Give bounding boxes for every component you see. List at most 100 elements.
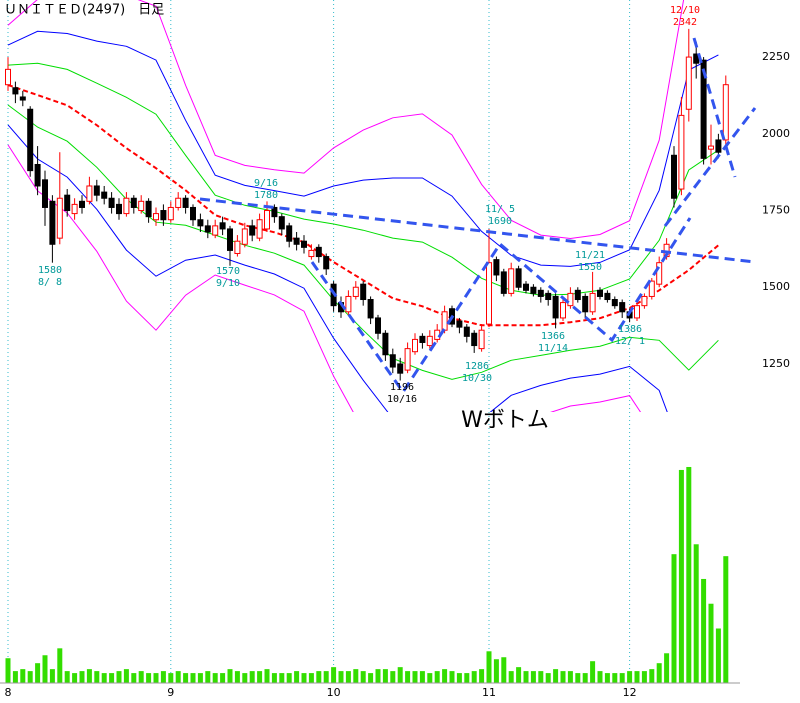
volume-bar [627, 671, 633, 683]
candle-body [560, 302, 566, 319]
y-tick-label: 1500 [762, 280, 790, 293]
volume-bar [723, 556, 729, 683]
candle-body [19, 96, 26, 101]
volume-bar [382, 669, 388, 683]
candle-body [463, 326, 470, 337]
volume-bar [368, 673, 374, 683]
volume-bar [434, 671, 440, 683]
candle-body [589, 292, 596, 313]
candle-body [426, 335, 433, 347]
price-annotation: 1690 [488, 216, 512, 227]
volume-bar [27, 671, 33, 683]
volume-bar [294, 671, 300, 683]
candle-body [153, 213, 159, 221]
volume-bar [678, 469, 684, 683]
volume-bar [493, 659, 499, 683]
volume-bar [286, 673, 292, 683]
y-tick-label: 1250 [762, 357, 790, 370]
volume-bar [397, 667, 403, 683]
candle-body [79, 200, 85, 208]
x-tick-label: 8 [5, 686, 12, 699]
volume-bar [234, 671, 240, 683]
candle-body [486, 262, 492, 325]
volume-bar [442, 669, 448, 683]
candle-body [582, 295, 589, 313]
volume-bar [345, 671, 351, 683]
candle-body [345, 295, 352, 313]
volume-bar [35, 663, 41, 683]
volume-bar [656, 663, 662, 683]
volume-bar [449, 671, 455, 683]
volume-bar [419, 671, 425, 683]
candle-body [286, 225, 293, 242]
x-tick-label: 10 [327, 686, 341, 699]
candle-body [419, 335, 426, 343]
volume-bar [486, 651, 492, 683]
band-line [7, 30, 719, 267]
volume-bar [257, 671, 263, 683]
price-annotation: 10/16 [387, 394, 417, 405]
volume-bar [197, 673, 203, 683]
volume-bar [471, 671, 477, 683]
candle-body [722, 84, 729, 141]
price-annotation: 1196 [390, 382, 414, 393]
volume-bar [619, 673, 625, 683]
volume-bar [604, 673, 610, 683]
volume-bar [116, 671, 122, 683]
candle-body [352, 286, 359, 297]
volume-bar [634, 671, 640, 683]
x-tick-label: 9 [167, 686, 174, 699]
candle-body [71, 203, 78, 215]
candle-body [685, 56, 692, 110]
volume-bar [109, 673, 115, 683]
volume-bar [86, 669, 92, 683]
candle-body [604, 292, 611, 301]
band-line [7, 124, 668, 412]
price-annotation: 1780 [254, 190, 278, 201]
price-annotation: 11/14 [538, 343, 568, 354]
candle-body [49, 200, 56, 245]
candle-body [42, 179, 48, 208]
volume-bar [501, 657, 507, 683]
band-line [7, 0, 685, 240]
candle-body [715, 139, 722, 153]
price-annotation: 8/ 8 [38, 277, 62, 288]
volume-bar [264, 669, 270, 683]
volume-bar [530, 671, 536, 683]
pattern-label: Wボトム [461, 408, 549, 433]
candle-body [197, 219, 204, 227]
x-tick-label: 12 [623, 686, 637, 699]
volume-bar [331, 667, 337, 683]
price-annotation: 10/30 [462, 373, 492, 384]
candle-body [552, 295, 559, 319]
candle-body [278, 216, 285, 230]
candle-body [671, 154, 677, 199]
candle-body [648, 280, 655, 297]
price-annotation: 1580 [38, 265, 62, 276]
volume-bar [575, 673, 581, 683]
volume-bar [20, 669, 26, 683]
volume-bar [375, 669, 381, 683]
candle-body [441, 311, 448, 331]
candle-body [493, 259, 500, 276]
volume-bar [153, 673, 159, 683]
trendline [663, 107, 757, 227]
candle-body [412, 338, 418, 353]
candle-body [93, 185, 100, 196]
price-annotation: 11/21 [575, 250, 605, 261]
candle-body [234, 240, 241, 254]
volume-bar [160, 671, 166, 683]
volume-bar [123, 669, 129, 683]
candle-body [508, 268, 515, 294]
volume-bar [523, 671, 529, 683]
y-tick-label: 2000 [762, 127, 790, 140]
candle-body [12, 87, 19, 95]
y-tick-label: 1750 [762, 204, 790, 217]
candle-body [656, 262, 663, 285]
candle-body [219, 222, 226, 230]
candle-body [360, 283, 367, 301]
volume-bar [42, 655, 48, 683]
volume-bar [190, 673, 196, 683]
candle-body [537, 289, 544, 297]
